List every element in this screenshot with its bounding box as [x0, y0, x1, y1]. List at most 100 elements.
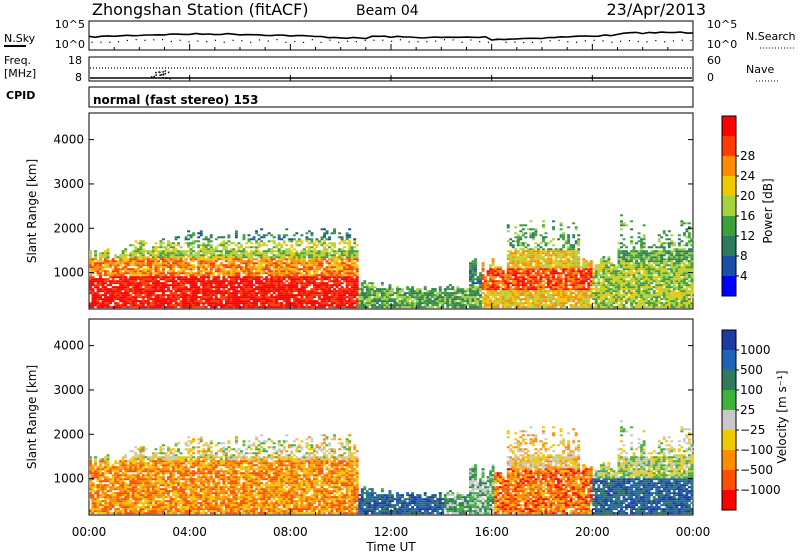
power-cell [192, 234, 196, 237]
power-cell [519, 290, 523, 293]
power-cell [197, 252, 201, 255]
power-cell [129, 284, 133, 287]
power-cell [146, 290, 150, 293]
power-cell [471, 296, 475, 299]
power-cell [307, 256, 311, 259]
power-cell [325, 252, 329, 255]
power-cell [131, 306, 135, 309]
power-cell [307, 302, 311, 305]
power-cell [325, 282, 329, 285]
power-cell [232, 262, 236, 265]
power-cell [267, 262, 271, 265]
power-cell [320, 280, 324, 283]
power-cell [161, 278, 165, 281]
power-cell [255, 272, 259, 275]
power-cell [257, 286, 261, 289]
power-cell [292, 238, 296, 241]
power-cell [529, 272, 533, 275]
power-cell [121, 304, 125, 307]
power-cell [312, 242, 316, 245]
power-cell [489, 268, 493, 271]
power-cell [506, 230, 510, 233]
power-cell [104, 252, 108, 255]
power-cell [141, 298, 145, 301]
power-cell [260, 258, 264, 261]
power-cell [539, 276, 543, 279]
power-cell [499, 272, 503, 275]
power-cell [350, 298, 354, 301]
power-cell [121, 286, 125, 289]
power-cell [234, 280, 238, 283]
power-cell [509, 304, 513, 307]
power-cell [577, 288, 581, 291]
power-cell [232, 252, 236, 255]
power-cell [549, 282, 553, 285]
power-cell [270, 234, 274, 237]
power-cell [307, 268, 311, 271]
power-cell [257, 242, 261, 245]
power-cell [207, 258, 211, 261]
power-cell [139, 252, 143, 255]
power-cell [282, 298, 286, 301]
power-cell [544, 266, 548, 269]
power-cell [353, 242, 357, 245]
power-cell [292, 294, 296, 297]
power-cell [350, 302, 354, 305]
power-cell [179, 266, 183, 269]
power-cell [272, 278, 276, 281]
power-cell [104, 286, 108, 289]
power-cell [295, 266, 299, 269]
power-cell [463, 300, 467, 303]
power-cell [267, 302, 271, 305]
power-cell [219, 286, 223, 289]
power-cell [139, 262, 143, 265]
power-cell [275, 282, 279, 285]
power-cell [245, 294, 248, 297]
power-cell [262, 270, 266, 273]
power-cell [114, 254, 118, 257]
power-cell [441, 292, 445, 295]
power-cell [121, 278, 125, 281]
power-cell [300, 300, 304, 303]
power-cell [265, 234, 269, 237]
power-cell [297, 268, 301, 271]
power-cell [428, 294, 432, 297]
power-cell [312, 306, 316, 309]
power-cell [350, 284, 354, 287]
power-cell [582, 266, 586, 269]
power-cell [418, 304, 422, 307]
power-cell [285, 284, 289, 287]
power-cell [549, 240, 553, 243]
power-cell [227, 290, 231, 293]
power-cell [187, 238, 191, 241]
power-cell [491, 292, 495, 295]
power-cell [350, 282, 354, 285]
power-cell [197, 290, 201, 293]
power-cell [159, 306, 163, 309]
power-cell [237, 278, 241, 281]
power-cell [355, 276, 359, 279]
power-cell [260, 266, 264, 269]
power-cell [494, 298, 498, 301]
power-cell [121, 268, 125, 271]
power-cell [328, 296, 331, 299]
power-cell [277, 248, 281, 251]
power-cell [343, 302, 347, 305]
power-cell [335, 290, 339, 293]
power-cell [134, 256, 138, 259]
freq-blip-point [162, 76, 164, 79]
nsearch-point [672, 40, 675, 42]
power-cell [217, 292, 221, 295]
power-cell [156, 296, 160, 299]
power-cell [197, 232, 201, 235]
power-cell [156, 252, 160, 255]
power-cell [350, 306, 354, 309]
power-cell [479, 284, 482, 287]
power-cell [360, 282, 364, 285]
power-cell [582, 278, 586, 281]
power-cell [325, 256, 329, 259]
power-cell [151, 258, 155, 261]
power-cell [491, 300, 495, 303]
power-cell [547, 294, 550, 297]
power-cell [320, 282, 324, 285]
